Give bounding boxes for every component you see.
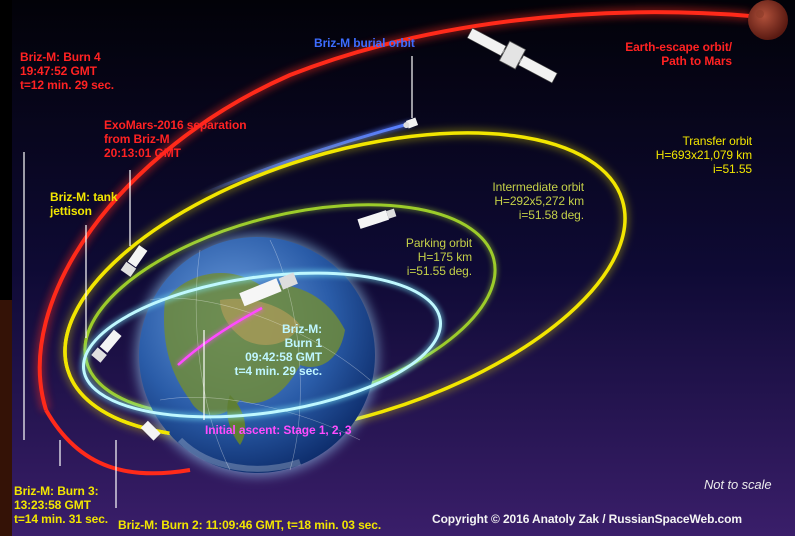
burn1-label: Briz-M: Burn 1 09:42:58 GMT t=4 min. 29 … <box>228 322 323 378</box>
transfer-orbit-label: Transfer orbit H=693x21,079 km i=51.55 <box>632 134 752 176</box>
separation-line-3: 20:13:01 GMT <box>104 146 181 160</box>
parking-line-2: H=175 km <box>417 250 472 264</box>
parking-orbit-label: Parking orbit H=175 km i=51.55 deg. <box>396 236 472 278</box>
burn2-label: Briz-M: Burn 2: 11:09:46 GMT, t=18 min. … <box>118 518 382 532</box>
earth-escape-orbit <box>35 7 751 476</box>
burn4-label: Briz-M: Burn 4 19:47:52 GMT t=12 min. 29… <box>20 50 114 92</box>
burn4-line-2: 19:47:52 GMT <box>20 64 97 78</box>
burial-orbit-label: Briz-M burial orbit <box>314 36 415 50</box>
parking-orbit <box>79 269 445 421</box>
intermediate-line-3: i=51.58 deg. <box>518 208 584 222</box>
transfer-line-3: i=51.55 <box>712 162 752 176</box>
not-to-scale-note: Not to scale <box>704 477 772 492</box>
mars-planet-icon <box>748 0 788 40</box>
intermediate-line-2: H=292x5,272 km <box>494 194 584 208</box>
tank-line-2: jettison <box>50 204 92 218</box>
burn1-line-2: Burn 1 <box>284 336 323 350</box>
parking-line-1: Parking orbit <box>405 236 472 250</box>
tank-line-1: Briz-M: tank <box>50 190 118 204</box>
separation-label: ExoMars-2016 separation from Briz-M 20:1… <box>104 118 247 160</box>
burn1-line-4: t=4 min. 29 sec. <box>234 364 323 378</box>
satellite-icon <box>466 27 558 84</box>
escape-line-1: Earth-escape orbit/ <box>625 40 732 54</box>
burn4-line-1: Briz-M: Burn 4 <box>20 50 101 64</box>
parking-line-3: i=51.55 deg. <box>406 264 472 278</box>
transfer-line-1: Transfer orbit <box>682 134 752 148</box>
burn3-line-1: Briz-M: Burn 3: <box>14 484 99 498</box>
burn4-line-3: t=12 min. 29 sec. <box>20 78 115 92</box>
escape-line-2: Path to Mars <box>661 54 732 68</box>
transfer-orbit-front <box>63 131 627 439</box>
transfer-line-2: H=693x21,079 km <box>655 148 752 162</box>
escape-orbit-label: Earth-escape orbit/ Path to Mars <box>600 40 732 68</box>
intermediate-line-1: Intermediate orbit <box>492 180 584 194</box>
left-border-tint <box>0 300 12 536</box>
ascent-trajectory <box>176 305 264 367</box>
burn1-line-3: 09:42:58 GMT <box>245 350 322 364</box>
burn1-line-1: Briz-M: <box>282 322 322 336</box>
burn3-line-3: t=14 min. 31 sec. <box>14 512 109 526</box>
leader-lines <box>23 56 413 508</box>
burn3-line-2: 13:23:58 GMT <box>14 498 91 512</box>
spacecraft-icon <box>91 117 419 441</box>
separation-line-2: from Briz-M <box>104 132 170 146</box>
separation-line-1: ExoMars-2016 separation <box>104 118 247 132</box>
burn3-label: Briz-M: Burn 3: 13:23:58 GMT t=14 min. 3… <box>14 484 108 526</box>
copyright-text: Copyright © 2016 Anatoly Zak / RussianSp… <box>432 512 742 526</box>
initial-ascent-label: Initial ascent: Stage 1, 2, 3 <box>205 423 352 437</box>
tank-jettison-label: Briz-M: tank jettison <box>50 190 118 218</box>
intermediate-orbit-label: Intermediate orbit H=292x5,272 km i=51.5… <box>480 180 584 222</box>
